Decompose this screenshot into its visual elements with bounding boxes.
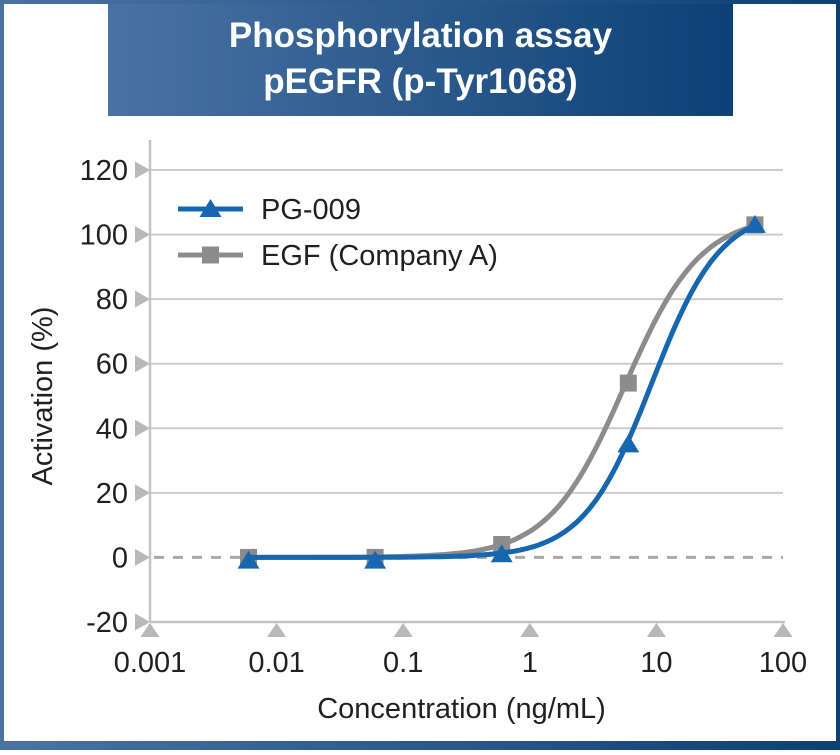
title-line-2: pEGFR (p-Tyr1068) [263,62,578,101]
y-tick-label-80: 80 [96,284,128,316]
y-tick-label-0: 0 [112,542,128,574]
y-tick-label-60: 60 [96,349,128,381]
x-tick-marker-0.1 [393,623,413,637]
y-tick-marker-40 [135,419,150,437]
marker-pg-009-0.06 [364,550,387,569]
x-tick-marker-10 [646,623,666,637]
legend-marker-1 [202,246,219,264]
y-tick-marker-80 [135,290,150,308]
marker-pg-009-60 [743,214,766,233]
legend-marker-0 [199,199,222,217]
x-tick-marker-100 [773,623,793,637]
y-tick-label-20: 20 [96,478,128,510]
x-tick-marker-1 [520,623,540,637]
title-banner: Phosphorylation assay pEGFR (p-Tyr1068) [108,4,733,116]
title-line-1: Phosphorylation assay [228,16,613,55]
curve-egf-company-a- [246,223,758,560]
x-tick-marker-0.001 [140,623,160,637]
x-tick-label-100: 100 [759,647,807,679]
x-tick-label-0.1: 0.1 [383,647,423,679]
y-tick-label-120: 120 [80,155,128,187]
y-axis-title: Activation (%) [27,307,59,486]
y-tick-marker-100 [135,226,150,244]
x-tick-label-10: 10 [640,647,672,679]
marker-egf-company-a--6 [619,374,637,392]
x-axis-title: Concentration (ng/mL) [317,693,606,725]
legend-label-0: PG-009 [261,194,361,226]
y-tick-marker-20 [135,484,150,502]
marker-pg-009-0.6 [490,544,513,563]
y-tick-label-40: 40 [96,413,128,445]
y-tick-marker-120 [135,161,150,179]
legend-label-1: EGF (Company A) [261,240,498,272]
x-tick-label-1: 1 [522,647,538,679]
y-tick-label--20: -20 [86,607,128,639]
x-tick-label-0.01: 0.01 [248,647,304,679]
y-tick-marker--20 [135,613,150,631]
y-tick-marker-60 [135,355,150,373]
x-tick-label-0.001: 0.001 [114,647,187,679]
marker-pg-009-6 [617,434,640,453]
x-tick-marker-0.01 [267,623,287,637]
marker-pg-009-0.006 [237,550,260,569]
y-tick-marker-0 [135,548,150,566]
curve-pg-009 [246,222,758,560]
y-tick-label-100: 100 [80,220,128,252]
